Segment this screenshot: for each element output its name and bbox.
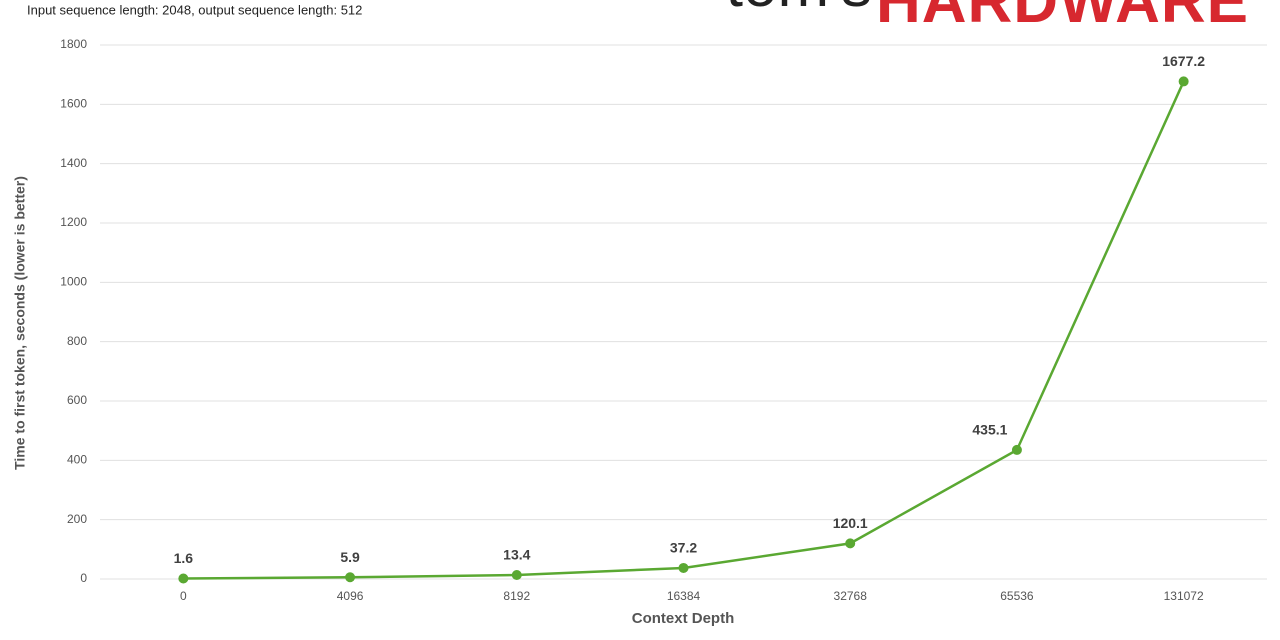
- data-label: 1.6: [174, 550, 194, 566]
- point: [178, 573, 189, 584]
- y-tick-label: 800: [67, 334, 87, 348]
- y-tick-label: 1600: [60, 97, 87, 111]
- x-tick-label: 65536: [1000, 589, 1034, 603]
- data-label: 37.2: [670, 540, 697, 556]
- data-label: 435.1: [972, 422, 1007, 438]
- x-axis-label: Context Depth: [632, 610, 735, 627]
- line: [183, 80, 1185, 580]
- chart-subtitle: Input sequence length: 2048, output sequ…: [27, 2, 362, 17]
- point: [345, 572, 356, 583]
- y-tick-label: 1800: [60, 37, 87, 51]
- x-tick-label: 8192: [503, 589, 530, 603]
- point: [845, 538, 856, 549]
- y-axis-label: Time to first token, seconds (lower is b…: [12, 176, 28, 470]
- point: [511, 570, 522, 581]
- y-tick-label: 0: [80, 571, 87, 585]
- data-label: 13.4: [503, 547, 530, 563]
- y-tick-label: 600: [67, 393, 87, 407]
- y-tick-label: 1200: [60, 215, 87, 229]
- y-tick-label: 400: [67, 453, 87, 467]
- data-label: 5.9: [340, 549, 360, 565]
- y-tick-label: 1400: [60, 156, 87, 170]
- y-tick-label: 200: [67, 512, 87, 526]
- point: [1011, 444, 1022, 455]
- x-tick-label: 32768: [834, 589, 868, 603]
- logo-right: HARDWARE: [876, 0, 1248, 36]
- point: [678, 562, 689, 573]
- x-tick-label: 0: [180, 589, 187, 603]
- logo-left: tom's: [726, 0, 872, 20]
- data-label: 120.1: [833, 515, 868, 531]
- x-tick-label: 131072: [1164, 589, 1204, 603]
- x-tick-label: 16384: [667, 589, 701, 603]
- data-label: 1677.2: [1162, 53, 1205, 69]
- x-tick-label: 4096: [337, 589, 364, 603]
- point: [1178, 76, 1189, 87]
- y-tick-label: 1000: [60, 275, 87, 289]
